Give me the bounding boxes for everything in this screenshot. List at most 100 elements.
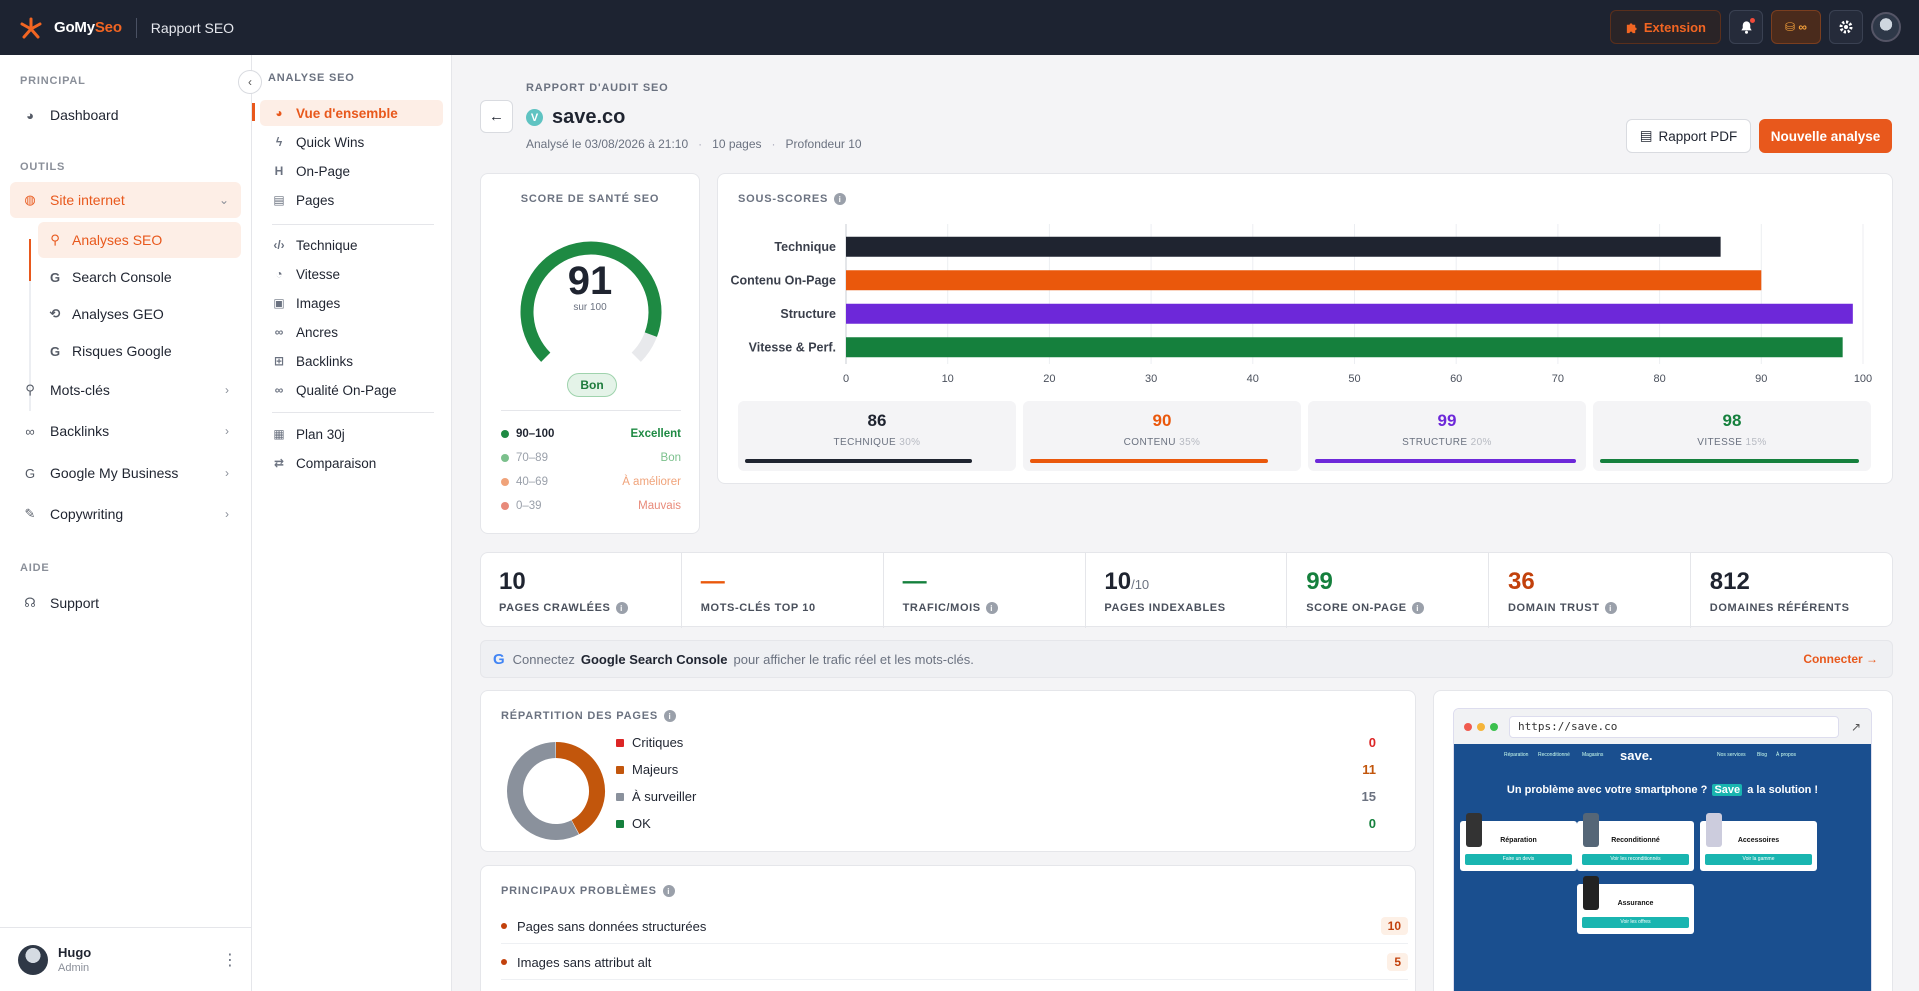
problem-row[interactable]: Images sans attribut alt 5: [501, 945, 1408, 980]
stat-tile: — MOTS-CLÉS TOP 10: [683, 553, 884, 628]
browser-preview: https://save.co ↗ Réparation Recondition…: [1453, 708, 1872, 991]
google-icon: G: [24, 465, 36, 481]
distribution-row: OK 0: [616, 816, 1376, 831]
legend-dot: [501, 478, 509, 486]
new-analysis-button[interactable]: Nouvelle analyse: [1759, 119, 1892, 153]
bell-icon: [1740, 20, 1752, 34]
gsc-connect-link[interactable]: Connecter →: [1803, 652, 1878, 666]
google-icon: G: [493, 650, 505, 668]
subnav-item-qualite-on-page[interactable]: ∞ Qualité On-Page: [260, 377, 443, 403]
legend-swatch: [616, 819, 624, 828]
sidebar-item-backlinks[interactable]: ∞ Backlinks ›: [10, 413, 241, 449]
donut-slice: [507, 742, 579, 840]
user-profile[interactable]: Hugo Admin ⋮: [0, 927, 252, 991]
spark-icon: ⟲: [49, 306, 61, 321]
file-pdf-icon: ▤: [1639, 128, 1653, 143]
subscore-value: 99: [1437, 411, 1457, 430]
google-icon: G: [49, 343, 61, 359]
health-score-max: sur 100: [573, 302, 607, 313]
subnav-item-images[interactable]: ▣ Images: [260, 290, 443, 316]
legend-range: 70–89: [516, 452, 548, 464]
subnav-item-quick-wins[interactable]: ϟ Quick Wins: [260, 129, 443, 155]
phone-image: [1583, 876, 1599, 910]
bar: [846, 337, 1843, 358]
distribution-row: Critiques 0: [616, 735, 1376, 750]
subnav-item-pages[interactable]: ▤ Pages: [260, 187, 443, 213]
subscore-bar: [745, 459, 972, 463]
collapse-sidebar-button[interactable]: ‹: [238, 70, 262, 94]
main-problems-title: PRINCIPAUX PROBLÈMES: [501, 885, 657, 897]
subscores-chart: 0 10 20 30 40 50 60 70 80 90 100 Technique Contenu O…: [730, 224, 1872, 385]
problem-label: Images sans attribut alt: [517, 954, 652, 970]
subscore-bar: [1030, 459, 1268, 463]
sidebar-item-copywriting[interactable]: ✎ Copywriting ›: [10, 496, 241, 532]
subnav-item-backlinks[interactable]: ⊞ Backlinks: [260, 348, 443, 374]
more-vertical-icon[interactable]: ⋮: [222, 951, 238, 969]
legend-range: 0–39: [516, 500, 542, 512]
browser-toolbar: https://save.co ↗: [1454, 709, 1871, 744]
extension-button[interactable]: Extension: [1609, 10, 1721, 44]
user-role: Admin: [58, 962, 90, 974]
subnav-item-vitesse[interactable]: ◔ Vitesse: [260, 261, 443, 287]
tree-line-active: [29, 239, 31, 281]
accessory-image: [1706, 813, 1722, 847]
problem-row[interactable]: Pages sans données structurées 10: [501, 909, 1408, 944]
subnav-item-plan-30j[interactable]: ▦ Plan 30j: [260, 421, 443, 447]
subnav-label: Quick Wins: [296, 134, 365, 150]
user-avatar[interactable]: [1871, 12, 1901, 42]
external-link-icon[interactable]: ↗: [1851, 719, 1862, 734]
info-icon[interactable]: i: [1411, 602, 1424, 614]
sidebar-item-google-my-business[interactable]: G Google My Business ›: [10, 455, 241, 491]
preview-screenshot: Réparation Reconditionné Magasins save. …: [1454, 744, 1871, 991]
info-icon[interactable]: i: [662, 885, 675, 897]
subnav-item-ancres[interactable]: ∞ Ancres: [260, 319, 443, 345]
sidebar-item-site-internet[interactable]: ◍ Site internet ⌄: [10, 182, 241, 218]
problem-count: 5: [1387, 953, 1408, 971]
subnav-label: Pages: [296, 192, 335, 208]
subscores-title: SOUS-SCORES: [738, 193, 829, 205]
bullet-icon: [501, 959, 507, 965]
sidebar-subitem-search-console[interactable]: G Search Console: [38, 259, 241, 295]
settings-button[interactable]: [1829, 10, 1863, 44]
page-section-title: Rapport SEO: [150, 19, 235, 36]
info-icon[interactable]: i: [1604, 602, 1617, 614]
gear-icon: [1839, 20, 1853, 34]
subnav-item-technique[interactable]: ‹/› Technique: [260, 232, 443, 258]
sidebar-item-mots-cles[interactable]: ⚲ Mots-clés ›: [10, 372, 241, 408]
stat-tile: 10/10 PAGES INDEXABLES: [1086, 553, 1288, 628]
link-icon: ∞: [25, 423, 35, 439]
sidebar-subitem-analyses-geo[interactable]: ⟲ Analyses GEO: [38, 296, 241, 332]
credits-button[interactable]: ⛁ ∞: [1771, 10, 1821, 44]
sidebar-subitem-analyses-seo[interactable]: ⚲ Analyses SEO: [38, 222, 241, 258]
main-content: ← RAPPORT D'AUDIT SEO V save.co Analysé …: [453, 55, 1919, 991]
pdf-report-button[interactable]: ▤ Rapport PDF: [1626, 119, 1751, 153]
arrow-left-icon: ←: [489, 108, 504, 125]
health-gauge: [520, 241, 662, 362]
legend-range: 40–69: [516, 476, 548, 488]
back-button[interactable]: ←: [480, 100, 513, 133]
gsc-name: Google Search Console: [580, 651, 728, 667]
phone-image: [1583, 813, 1599, 847]
info-icon[interactable]: i: [663, 710, 676, 722]
info-icon[interactable]: i: [615, 602, 628, 614]
subscore-label: TECHNIQUE 30%: [833, 437, 921, 448]
info-icon[interactable]: i: [985, 602, 998, 614]
sidebar-subitem-risques-google[interactable]: G Risques Google: [38, 333, 241, 369]
sidebar-item-label: Mots-clés: [50, 382, 110, 398]
stat-value: —: [700, 568, 725, 595]
stat-value: 99: [1306, 568, 1333, 595]
notifications-button[interactable]: [1729, 10, 1763, 44]
legend-label: Excellent: [630, 428, 682, 440]
subnav-item-comparaison[interactable]: ⇄ Comparaison: [260, 450, 443, 476]
subnav-item-on-page[interactable]: H On-Page: [260, 158, 443, 184]
x-tick-label: 70: [1552, 373, 1564, 385]
search-icon: ⚲: [50, 232, 60, 247]
distribution-label: Majeurs: [632, 762, 679, 777]
sidebar-item-dashboard[interactable]: ◕ Dashboard: [10, 97, 241, 133]
subnav-title: ANALYSE SEO: [268, 72, 355, 84]
brand[interactable]: GoMySeo: [18, 15, 122, 41]
sidebar-item-support[interactable]: ☊ Support: [10, 585, 241, 621]
info-icon[interactable]: i: [834, 193, 847, 205]
health-status-badge: Bon: [567, 373, 617, 397]
subnav-item-vue-ensemble[interactable]: ◕ Vue d'ensemble: [260, 100, 443, 126]
